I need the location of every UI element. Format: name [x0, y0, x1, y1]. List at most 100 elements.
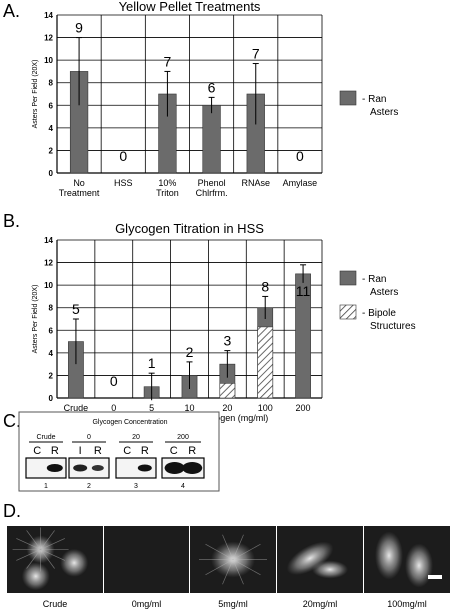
- panel-label-d: D.: [3, 501, 21, 521]
- y-tick-label: 6: [49, 101, 54, 110]
- blot-concentration: 0: [87, 434, 91, 441]
- micrograph-label: 0mg/ml: [132, 599, 162, 609]
- scale-bar: [428, 575, 442, 579]
- category-label: RNAse: [241, 178, 270, 188]
- blot-lane-label: C: [33, 445, 41, 457]
- y-tick-label: 0: [49, 394, 54, 403]
- aster-fiber: [222, 559, 234, 585]
- blot-lane-label: R: [94, 445, 102, 457]
- aster-fiber: [222, 534, 234, 560]
- legend-label: - Bipole: [362, 308, 396, 319]
- blot-strip: [115, 457, 157, 479]
- data-label: 6: [208, 79, 216, 95]
- bar-bipole: [219, 383, 236, 399]
- category-label: Crude: [64, 403, 89, 413]
- data-label: 9: [75, 20, 83, 36]
- aster-fiber: [40, 549, 65, 561]
- blot-lane-label: R: [51, 445, 59, 457]
- y-tick-label: 2: [49, 146, 54, 155]
- blot-band: [137, 464, 152, 472]
- aster-glow: [375, 531, 403, 580]
- micrograph-label: 20mg/ml: [303, 599, 338, 609]
- blot-band: [46, 464, 63, 472]
- blot-strip: [68, 457, 110, 479]
- category-label: 10: [184, 403, 194, 413]
- data-label: 0: [110, 373, 118, 389]
- legend-swatch: [339, 304, 357, 320]
- data-label: 3: [223, 333, 231, 349]
- bar: [202, 104, 221, 174]
- blot-concentration: 200: [177, 434, 189, 441]
- blot-lane-label: I: [79, 445, 82, 457]
- blot-lane-label: R: [188, 445, 196, 457]
- category-label: No: [73, 178, 85, 188]
- blot-band: [164, 462, 185, 474]
- category-label: 10%: [158, 178, 176, 188]
- blot-band: [91, 465, 104, 471]
- y-tick-label: 4: [49, 349, 54, 358]
- chart-glycogen-titration: Glycogen Titration in HSS02468101214Aste…: [32, 221, 416, 423]
- blot-lane-label: R: [141, 445, 149, 457]
- y-tick-label: 10: [44, 56, 53, 65]
- category-label: Treatment: [59, 188, 100, 198]
- blot-lane-label: C: [170, 445, 178, 457]
- aster-fiber: [26, 549, 41, 569]
- blot-lane-number: 1: [44, 483, 48, 490]
- micrograph-label: 5mg/ml: [218, 599, 248, 609]
- legend-swatch: [339, 90, 357, 106]
- y-tick-label: 8: [49, 304, 54, 313]
- legend-label-cont: Asters: [370, 287, 398, 298]
- aster-glow: [312, 560, 348, 579]
- data-label: 1: [148, 355, 156, 371]
- y-tick-label: 14: [44, 236, 53, 245]
- y-axis-label: Asters Per Field (20X): [32, 285, 39, 354]
- aster-fiber: [232, 543, 261, 560]
- category-label: Amylase: [283, 178, 318, 188]
- y-tick-label: 2: [49, 371, 54, 380]
- aster-glow: [60, 548, 89, 577]
- y-tick-label: 8: [49, 79, 54, 88]
- data-label: 0: [296, 148, 304, 164]
- micrograph-label: 100mg/ml: [387, 599, 427, 609]
- blot-strip: [25, 457, 67, 479]
- blot-lane-number: 3: [134, 483, 138, 490]
- blot-concentration: Crude: [36, 434, 55, 441]
- blot-lane-label: C: [123, 445, 131, 457]
- y-tick-label: 4: [49, 124, 54, 133]
- aster-fiber: [205, 543, 234, 560]
- y-tick-label: 12: [44, 34, 53, 43]
- aster-glow: [286, 541, 334, 575]
- blot-band: [182, 462, 203, 474]
- aster-fiber: [16, 538, 41, 550]
- legend-swatch: [339, 270, 357, 286]
- panel-label-b: B.: [3, 211, 20, 231]
- blot-lane-number: 2: [87, 483, 91, 490]
- chart-title: Yellow Pellet Treatments: [119, 0, 261, 14]
- blot-concentration: 20: [132, 434, 140, 441]
- data-label: 7: [252, 46, 260, 62]
- category-label: 20: [222, 403, 232, 413]
- panel-label-a: A.: [3, 1, 20, 21]
- legend-label-cont: Asters: [370, 107, 398, 118]
- micrograph-panel: [104, 526, 189, 593]
- aster-glow: [21, 562, 50, 591]
- aster-fiber: [16, 549, 41, 561]
- y-tick-label: 10: [44, 281, 53, 290]
- data-label: 11: [296, 283, 311, 299]
- blot-lane-number: 4: [181, 483, 185, 490]
- category-label: 5: [149, 403, 154, 413]
- blot-band: [73, 464, 88, 472]
- category-label: 100: [258, 403, 273, 413]
- category-label: Triton: [156, 188, 179, 198]
- aster-fiber: [40, 549, 55, 569]
- chart-title: Glycogen Titration in HSS: [115, 221, 264, 236]
- y-tick-label: 12: [44, 259, 53, 268]
- aster-fiber: [26, 530, 41, 550]
- legend-label-cont: Structures: [370, 321, 416, 332]
- legend-label: - Ran: [362, 274, 386, 285]
- data-label: 5: [72, 301, 80, 317]
- data-label: 8: [261, 278, 269, 294]
- y-tick-label: 14: [44, 11, 53, 20]
- y-tick-label: 6: [49, 326, 54, 335]
